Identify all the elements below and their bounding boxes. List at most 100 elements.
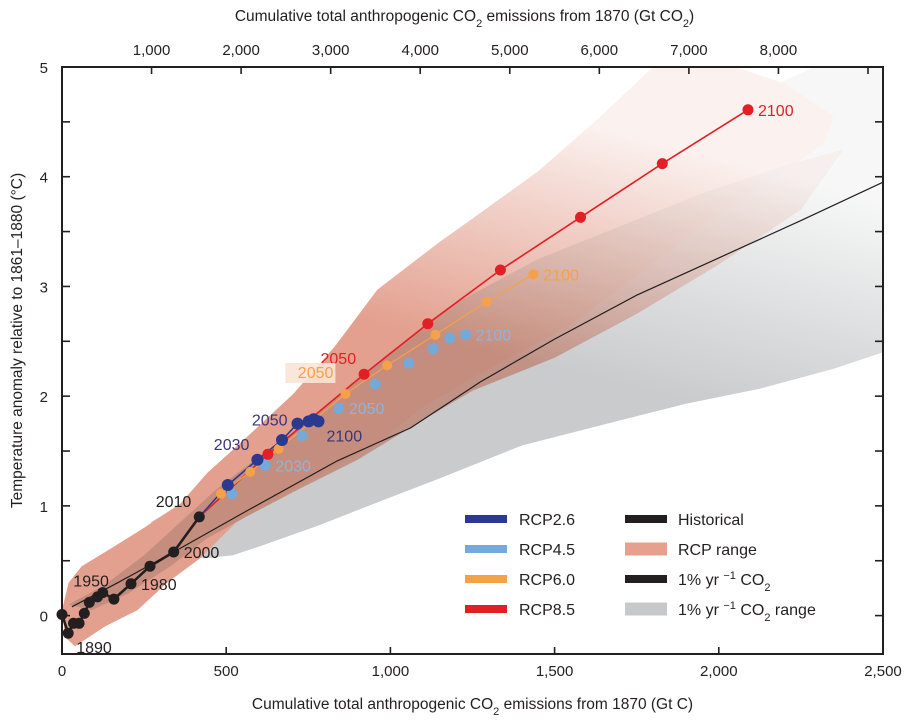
point-label-rcp4-5: 2100 <box>476 328 512 345</box>
point-rcp2-6 <box>221 479 234 491</box>
x-axis-title: Cumulative total anthropogenic CO2 emiss… <box>252 696 693 718</box>
point-rcp6-0 <box>430 329 441 340</box>
legend-label-rcp2-6: RCP2.6 <box>519 512 575 529</box>
point-rcp6-0 <box>245 466 256 477</box>
y-tick-label: 5 <box>40 60 48 77</box>
point-label-rcp4-5: 2050 <box>349 401 385 418</box>
legend-label-part: 2 <box>764 582 770 594</box>
point-rcp4-5 <box>296 430 308 442</box>
point-historical <box>73 617 85 629</box>
x-tick-label: 2,000 <box>700 663 738 680</box>
point-historical <box>144 560 156 572</box>
point-rcp4-5 <box>460 329 472 341</box>
x2-tick-label: 3,000 <box>312 42 350 59</box>
x-tick-label: 1,500 <box>536 663 574 680</box>
legend-label-rcp8-5: RCP8.5 <box>519 602 575 619</box>
point-rcp8-5 <box>575 211 586 223</box>
point-rcp2-6 <box>251 453 264 466</box>
point-historical <box>108 593 120 605</box>
x-tick-label: 500 <box>214 663 239 680</box>
legend-label-part: 1% yr <box>678 572 723 589</box>
point-historical <box>97 587 109 599</box>
legend-swatch-1-yr-1-co2-range <box>625 602 667 616</box>
point-label-rcp6-0: 2050 <box>298 365 334 382</box>
x-axis-title-part: 2 <box>493 706 499 718</box>
legend-label-part: −1 <box>723 600 736 612</box>
x-tick-label: 0 <box>58 663 66 680</box>
point-label-historical: 1950 <box>73 573 109 590</box>
point-rcp6-0 <box>382 360 393 371</box>
point-rcp4-5 <box>226 488 238 500</box>
y-tick-label: 1 <box>40 499 48 516</box>
point-rcp8-5 <box>742 104 754 116</box>
point-rcp2-6 <box>276 434 288 446</box>
area-fade-overlay <box>62 67 883 654</box>
plot-frame <box>61 66 884 655</box>
labels-layer: 1890 1950 1980 2000 2010 2050 2100 2050 2100 2030… <box>73 103 793 657</box>
point-label-historical: 2000 <box>184 545 220 562</box>
point-rcp8-5 <box>422 318 434 330</box>
markers-layer <box>56 104 754 639</box>
point-label-historical: 2010 <box>156 494 192 511</box>
x2-tick-label: 2,000 <box>222 42 260 59</box>
point-rcp4-5 <box>369 378 381 390</box>
y-axis-title: Temperature anomaly relative to 1861–188… <box>9 173 26 508</box>
legend-swatch-rcp8-5 <box>465 605 507 613</box>
x2-axis-title-part: 2 <box>476 18 482 30</box>
legend-label-part: 2 <box>764 612 770 624</box>
point-rcp6-0 <box>215 488 226 499</box>
legend-label-part: CO <box>736 602 764 619</box>
point-historical <box>78 607 90 619</box>
x2-axis-title-part: 2 <box>683 18 689 30</box>
point-label-rcp2-6: 2100 <box>327 428 363 445</box>
point-label-rcp4-5: 2030 <box>275 458 311 475</box>
legend: RCP2.6 RCP4.5 RCP6.0 RCP8.5 Historical RCP ra… <box>465 512 816 624</box>
point-historical <box>125 578 137 590</box>
point-rcp6-0 <box>273 443 284 454</box>
legend-label-1-yr-1-co2-range: 1% yr −1 CO2 range <box>678 600 816 624</box>
x2-tick-label: 5,000 <box>491 42 529 59</box>
legend-label-historical: Historical <box>678 512 744 529</box>
x-axis-title-part: Cumulative total anthropogenic CO <box>252 696 493 713</box>
point-rcp8-5 <box>262 448 274 460</box>
legend-label-rcp-range: RCP range <box>678 542 757 559</box>
x2-tick-label: 8,000 <box>760 42 798 59</box>
x2-axis-title-part: Cumulative total anthropogenic CO <box>235 8 476 25</box>
legend-swatch-rcp4-5 <box>465 545 507 553</box>
x2-tick-label: 7,000 <box>670 42 708 59</box>
legend-label-part: CO <box>736 572 764 589</box>
legend-label-rcp4-5: RCP4.5 <box>519 542 575 559</box>
point-label-rcp2-6: 2050 <box>252 413 288 430</box>
point-label-rcp2-6: 2030 <box>214 437 250 454</box>
legend-swatch-historical <box>625 515 667 523</box>
legend-swatch-1-yr-1-co2 <box>625 575 667 583</box>
areas-layer <box>62 67 883 654</box>
point-rcp4-5 <box>427 343 439 355</box>
x2-axis-title-part: emissions from 1870 (Gt CO <box>482 8 683 25</box>
legend-label-part: Historical <box>678 512 744 529</box>
x-axis-title-part: emissions from 1870 (Gt C) <box>499 696 693 713</box>
point-rcp4-5 <box>333 402 345 414</box>
legend-label-part: −1 <box>723 570 736 582</box>
y-tick-label: 2 <box>40 389 48 406</box>
y-tick-label: 3 <box>40 279 48 296</box>
point-historical <box>193 511 205 523</box>
point-historical <box>168 546 180 558</box>
legend-swatch-rcp2-6 <box>465 515 507 523</box>
x-tick-label: 1,000 <box>372 663 410 680</box>
x2-tick-label: 4,000 <box>401 42 439 59</box>
x2-tick-label: 1,000 <box>133 42 171 59</box>
point-rcp6-0 <box>340 389 351 399</box>
x2-tick-label: 6,000 <box>581 42 619 59</box>
point-rcp6-0 <box>481 296 492 307</box>
point-rcp8-5 <box>494 264 506 276</box>
point-label-historical: 1980 <box>141 577 177 594</box>
point-rcp2-6 <box>312 415 325 428</box>
legend-label-part: range <box>770 602 815 619</box>
point-label-rcp8-5: 2100 <box>758 103 794 120</box>
point-label-historical: 1890 <box>76 640 112 657</box>
point-label-rcp6-0: 2100 <box>543 267 579 284</box>
y-tick-label: 4 <box>40 170 48 187</box>
point-historical <box>83 596 95 608</box>
